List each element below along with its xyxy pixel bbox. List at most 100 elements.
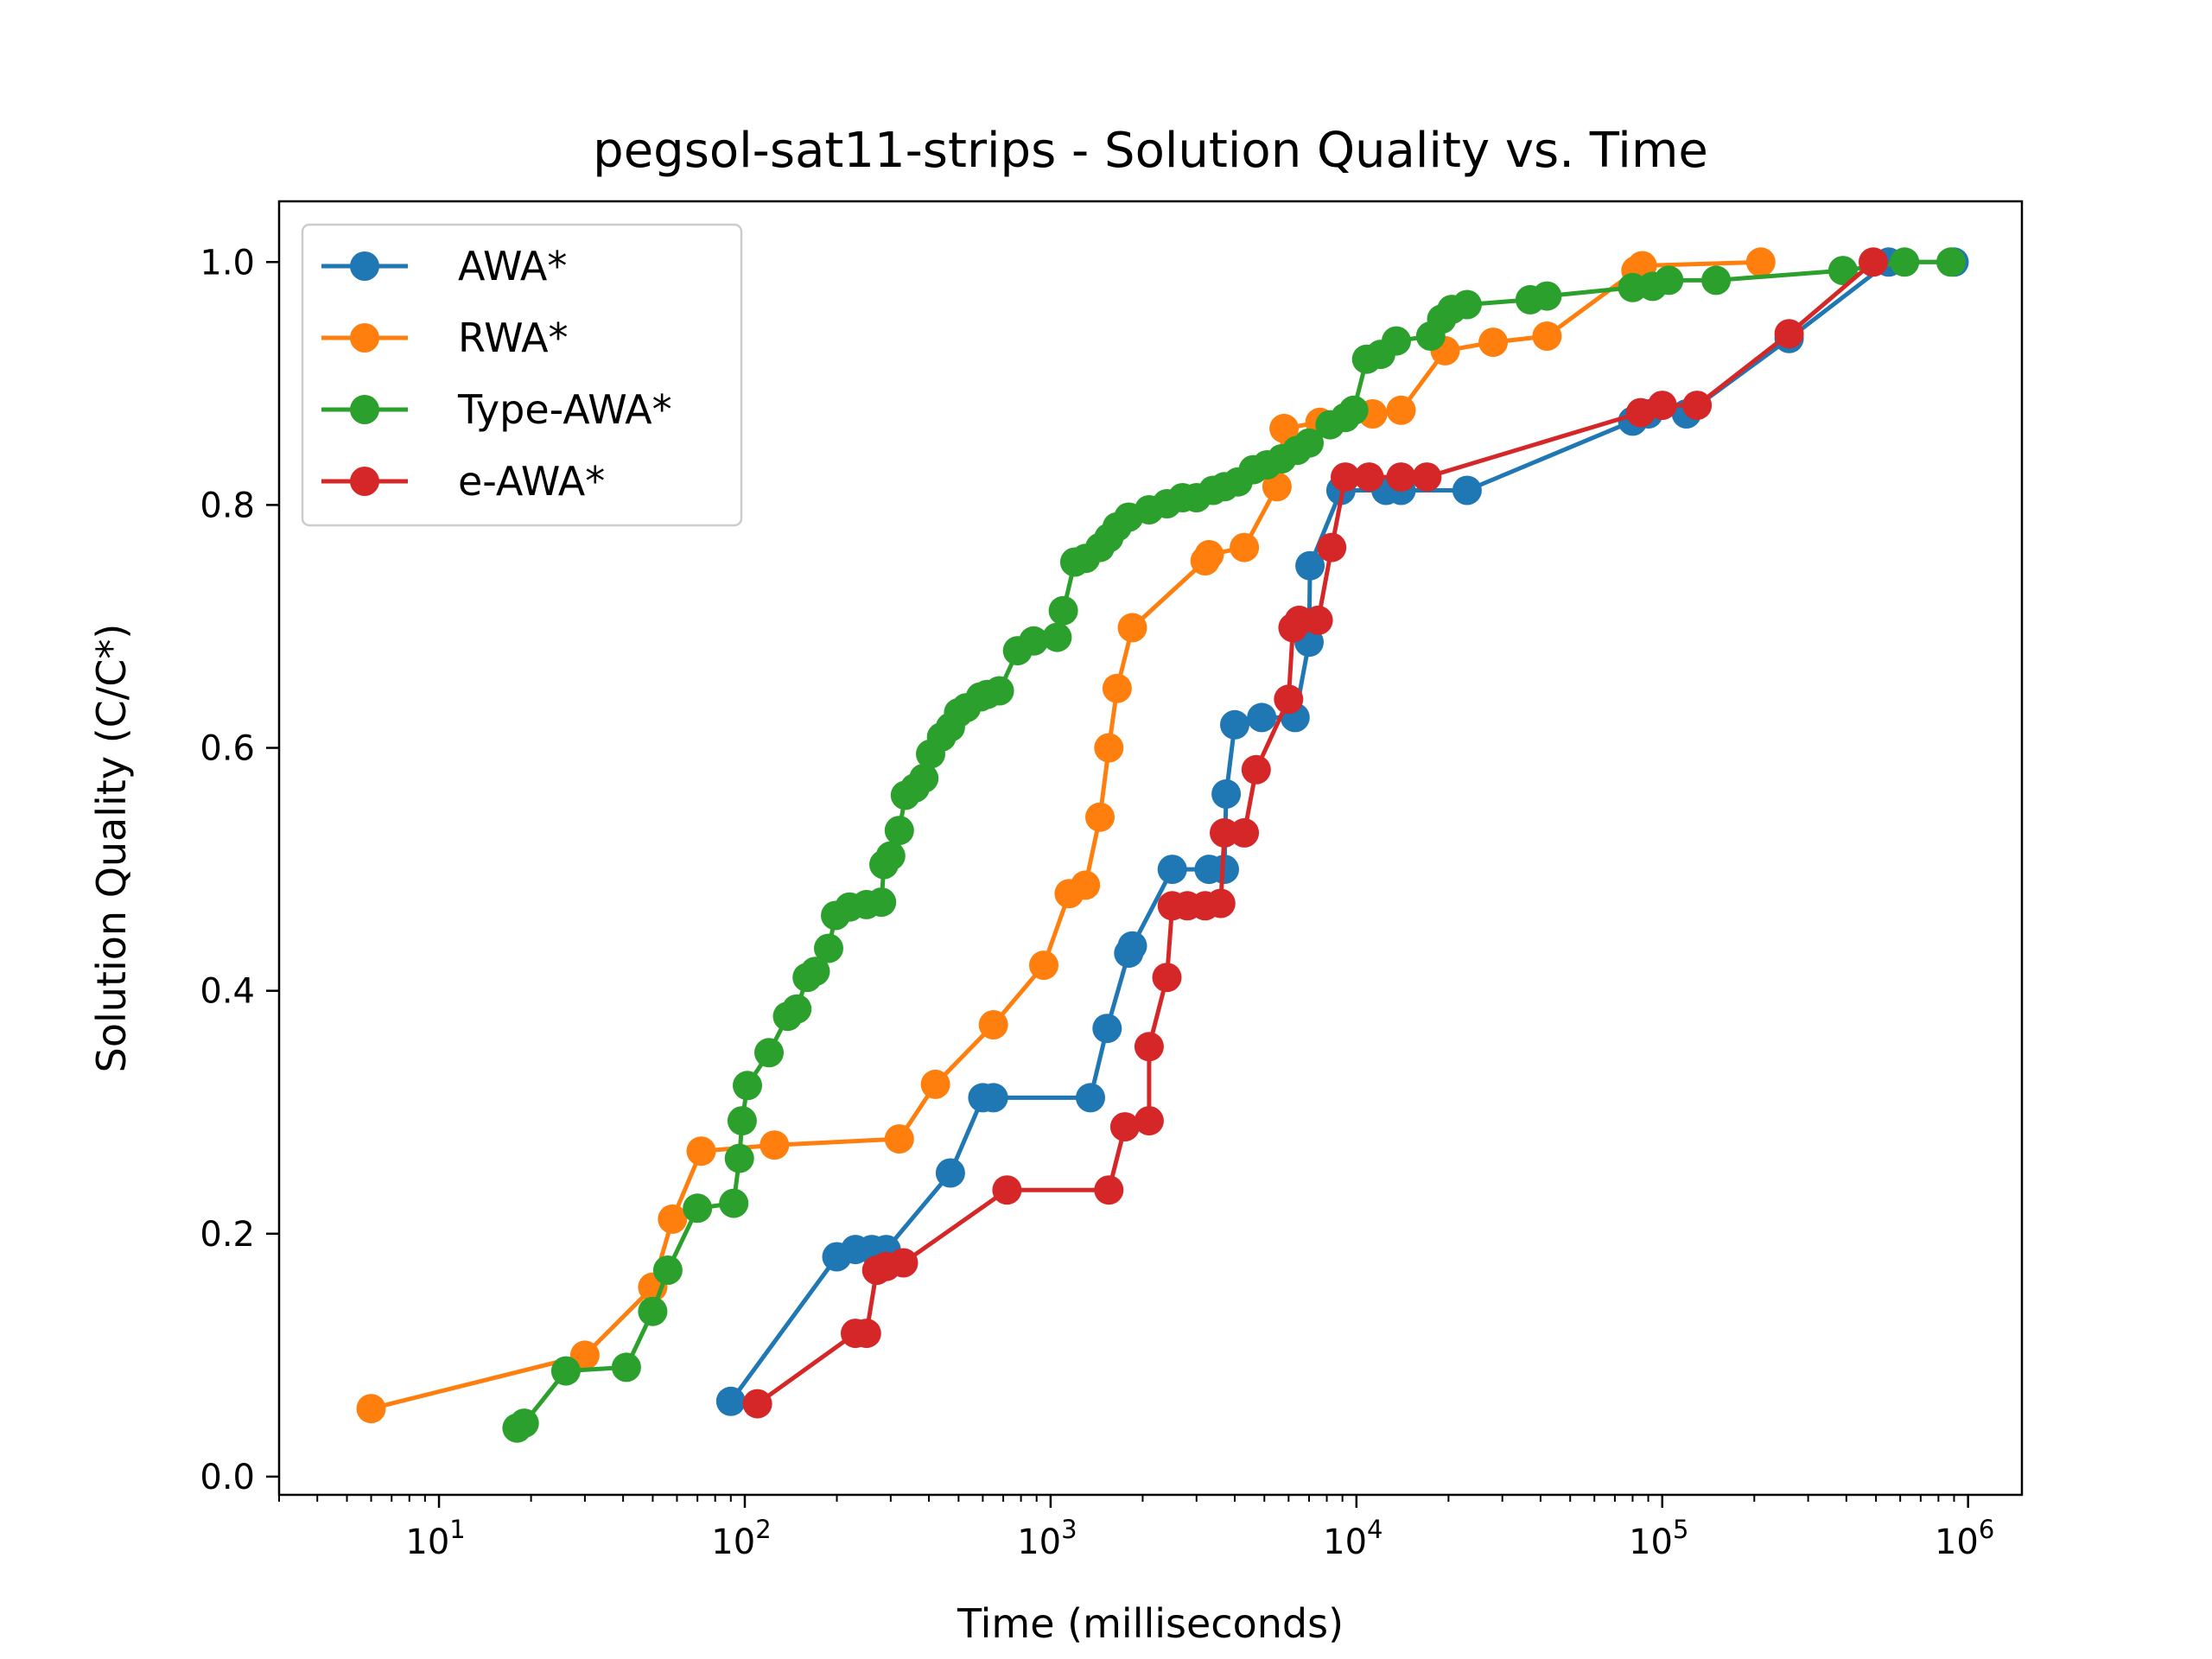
data-point — [724, 1143, 754, 1173]
data-point — [1890, 247, 1920, 277]
data-point — [1102, 673, 1132, 703]
x-tick-label: 102 — [711, 1515, 771, 1562]
data-point — [1532, 281, 1562, 311]
legend-label: Type-AWA* — [457, 386, 672, 433]
data-point — [733, 1071, 762, 1101]
data-point — [611, 1352, 641, 1382]
data-point — [550, 1356, 581, 1386]
data-point — [1745, 247, 1776, 277]
data-point — [727, 1106, 757, 1136]
y-axis-title: Solution Quality (C/C*) — [88, 624, 135, 1073]
data-point — [1085, 802, 1115, 832]
data-point — [984, 676, 1014, 706]
data-point — [884, 1124, 914, 1154]
x-tick-label: 104 — [1323, 1515, 1382, 1562]
x-tick-label: 101 — [405, 1515, 465, 1562]
y-tick-label: 0.4 — [200, 972, 255, 1012]
data-point — [1354, 462, 1384, 493]
data-point — [1194, 540, 1224, 569]
data-point — [1295, 550, 1325, 581]
data-point — [1076, 1083, 1105, 1113]
data-point — [1382, 326, 1411, 356]
data-point — [867, 887, 897, 918]
data-point — [1230, 817, 1260, 848]
data-point — [754, 1038, 784, 1068]
data-point — [1452, 475, 1482, 505]
series-Type-AWA* — [502, 247, 1966, 1443]
data-point — [1152, 963, 1182, 993]
data-point — [1262, 472, 1292, 502]
data-point — [1230, 532, 1260, 563]
y-axis: 0.0 0.2 0.4 0.6 0.8 1.0 — [200, 243, 279, 1497]
data-point — [1412, 462, 1442, 493]
legend: AWA* RWA* Type-AWA* e-AWA* — [301, 223, 743, 527]
data-point — [356, 1394, 386, 1424]
data-point — [658, 1204, 688, 1234]
data-point — [1042, 622, 1072, 652]
data-point — [992, 1175, 1022, 1205]
series-line — [728, 259, 1955, 1403]
data-point — [1211, 779, 1242, 809]
data-point — [920, 1069, 950, 1099]
data-point — [978, 1010, 1008, 1039]
data-point — [875, 841, 906, 871]
data-point — [1269, 413, 1300, 443]
data-point — [683, 1193, 713, 1224]
legend-label: AWA* — [458, 243, 567, 289]
data-point — [1386, 395, 1416, 425]
data-point — [1274, 684, 1304, 715]
legend-marker — [350, 395, 379, 424]
data-point — [814, 933, 843, 963]
data-point — [884, 816, 914, 846]
data-point — [1331, 462, 1360, 493]
legend-marker — [350, 323, 379, 353]
data-point — [1338, 395, 1369, 425]
data-point — [742, 1389, 772, 1419]
data-point — [1701, 265, 1732, 296]
x-tick-label: 106 — [1935, 1515, 1994, 1562]
data-point — [1452, 289, 1482, 320]
y-tick-label: 0.6 — [200, 729, 255, 769]
data-point — [1682, 391, 1713, 421]
data-point — [1294, 428, 1324, 458]
x-axis: 101 102 103 104 105 106 — [278, 1495, 1994, 1562]
legend-label: e-AWA* — [458, 458, 605, 505]
legend-marker — [350, 251, 379, 281]
data-point — [1019, 626, 1049, 656]
data-point — [1654, 265, 1684, 296]
data-point — [719, 1188, 749, 1218]
plot-frame — [277, 200, 2024, 1497]
data-point — [1936, 247, 1966, 277]
x-axis-title: Time (milliseconds) — [957, 1600, 1344, 1647]
data-point — [782, 994, 812, 1024]
data-point — [1157, 855, 1187, 885]
legend-marker — [350, 467, 379, 496]
series-e-AWA* — [742, 247, 1888, 1419]
data-point — [1029, 950, 1058, 981]
data-point — [1117, 931, 1147, 961]
data-point — [760, 1130, 790, 1160]
series-RWA* — [356, 247, 1776, 1424]
x-tick-label: 105 — [1629, 1515, 1688, 1562]
data-point — [978, 1083, 1008, 1113]
data-point — [851, 1319, 881, 1349]
legend-box — [301, 223, 743, 527]
data-point — [1071, 870, 1101, 900]
data-point — [1134, 1032, 1164, 1062]
data-point — [1220, 709, 1249, 740]
data-point — [1859, 247, 1888, 277]
data-point — [1241, 754, 1271, 785]
series-layer — [356, 247, 1969, 1443]
y-tick-label: 0.2 — [200, 1215, 255, 1255]
data-point — [1205, 888, 1236, 918]
legend-label: RWA* — [458, 315, 569, 361]
data-point — [1386, 462, 1416, 493]
data-point — [888, 1248, 918, 1278]
chart-title: pegsol-sat11-strips - Solution Quality v… — [593, 123, 1708, 179]
data-point — [509, 1408, 539, 1439]
data-point — [1532, 321, 1562, 351]
data-point — [715, 1386, 746, 1416]
y-tick-label: 0.0 — [200, 1458, 255, 1497]
